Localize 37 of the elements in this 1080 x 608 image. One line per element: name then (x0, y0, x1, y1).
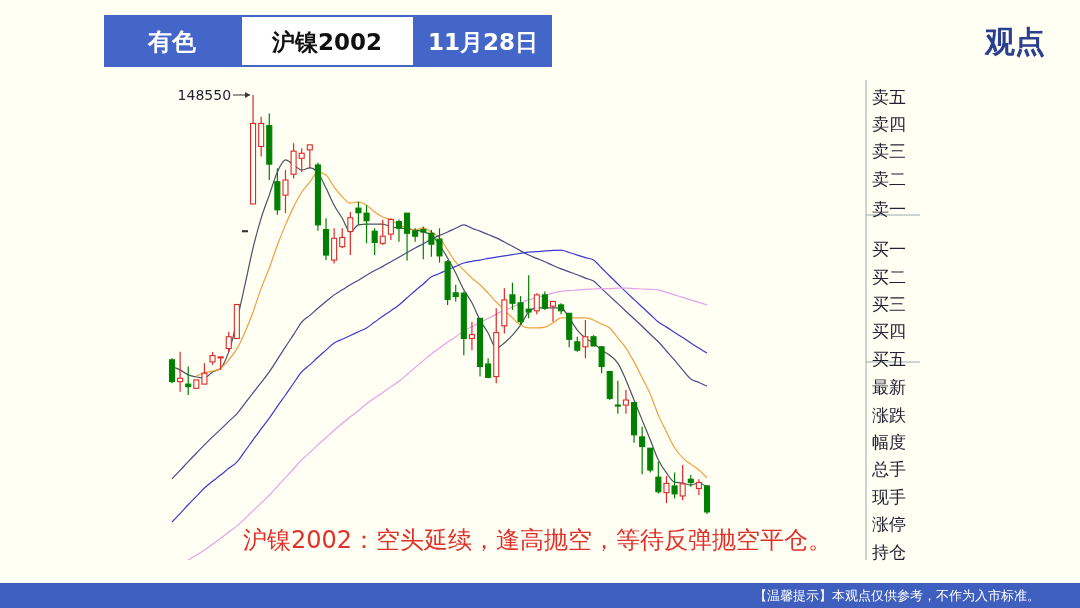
text: 现手 (872, 487, 906, 507)
text: 买四 (872, 321, 906, 341)
text: 买二 (872, 267, 906, 287)
candlestick (241, 230, 249, 233)
candlestick (314, 161, 321, 232)
text: 涨跌 (872, 405, 906, 425)
text: 有色 (147, 28, 197, 56)
text: 买三 (872, 294, 906, 314)
candlestick (468, 321, 475, 351)
text: 11月28日 (427, 29, 539, 55)
candlestick (395, 218, 403, 243)
candlestick (177, 351, 184, 393)
text: 卖二 (872, 169, 906, 189)
text: 沪镍2002：空头延续，逢高抛空，等待反弹抛空平仓。 (243, 526, 833, 554)
text: 卖三 (872, 141, 906, 161)
text: 卖五 (872, 87, 906, 107)
candlestick (541, 290, 548, 311)
text: 最新 (872, 377, 906, 397)
text: 持仓 (872, 542, 906, 562)
candlestick (331, 227, 338, 265)
text: 卖四 (872, 114, 906, 134)
candlestick (168, 357, 176, 384)
text: 总手 (871, 459, 906, 479)
text: 观点 (984, 24, 1045, 59)
annotation: 148550 (177, 87, 232, 103)
candlestick (322, 217, 330, 261)
candlestick (558, 302, 565, 315)
text: 卖一 (872, 199, 906, 219)
text: 幅度 (872, 432, 906, 452)
text: 买五 (872, 349, 906, 369)
text: 买一 (872, 239, 906, 259)
text: 涨停 (872, 514, 906, 534)
text: 【温馨提示】本观点仅供参考，不作为入市标准。 (754, 588, 1040, 603)
candlestick (387, 218, 394, 241)
candlestick (695, 478, 702, 496)
candlestick (622, 389, 629, 415)
chart-title: 沪镍2002 (270, 29, 383, 55)
